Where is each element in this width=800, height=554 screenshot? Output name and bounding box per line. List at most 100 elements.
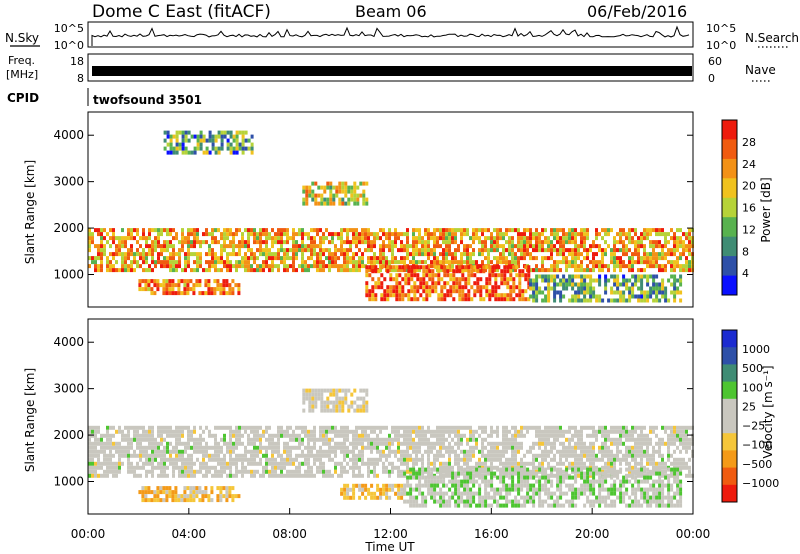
power-colorbar-tick: 8 [742,245,749,258]
colorbar-swatch [722,433,737,451]
time-tick-label: 16:00 [474,527,509,541]
velocity-colorbar-tick: −100 [742,439,772,452]
nsky-panel: N.Sky 10^5 10^0 10^5 10^0 N.Search [5,21,799,52]
colorbar-swatch [722,256,737,276]
echo-region [403,467,683,508]
colorbar-swatch [722,467,737,486]
nsky-frame [87,21,694,48]
colorbar-swatch [722,197,737,218]
echo-region [138,486,241,503]
freq-panel: Freq. [MHz] 18 8 60 0 Nave [6,53,776,85]
range-tick-label: 4000 [53,128,84,142]
velocity-colorbar: 1000 500 100 25 −25 −100 −500 −1000 [721,329,779,503]
velocity-data-layer [88,388,694,508]
freq-label: Freq. [8,54,35,67]
power-colorbar-label: Power [dB] [759,177,773,242]
nsky-trace [91,25,690,46]
colorbar-swatch [722,236,737,257]
echo-region [340,483,407,500]
power-colorbar-tick: 12 [742,223,756,236]
echo-region [163,130,254,155]
time-tick-label: 20:00 [575,527,610,541]
beam-label: Beam 06 [355,2,427,21]
freq-unit: [MHz] [6,68,38,81]
range-tick-label: 1000 [53,475,84,489]
velocity-colorbar-tick: −25 [742,420,765,433]
echo-region [88,425,694,478]
colorbar-swatch [722,178,737,199]
colorbar-swatch [722,484,737,503]
range-tick-label: 4000 [53,335,84,349]
colorbar-swatch [722,275,737,296]
power-frame [87,111,694,308]
time-axis-label: Time UT [364,540,415,554]
velocity-panel: 1000 2000 3000 4000 Slant Range [km] 1000 50… [23,318,779,515]
power-data-layer [88,130,694,303]
colorbar-swatch [722,120,737,140]
freq-left-tick-bottom: 8 [77,72,84,85]
range-tick-label: 3000 [53,175,84,189]
colorbar-swatch [722,364,737,383]
echo-region [529,274,683,303]
power-colorbar: 4 8 12 16 20 24 28 [721,119,756,296]
freq-left-tick-top: 18 [70,55,84,68]
velocity-colorbar-tick: −1000 [742,477,779,490]
time-tick-label: 04:00 [172,527,207,541]
freq-frame [87,53,694,82]
velocity-colorbar-tick: 100 [742,381,763,394]
colorbar-frame [721,119,738,296]
nsky-right-tick-top: 10^5 [706,22,736,35]
cpid-label: CPID [7,91,39,105]
power-colorbar-tick: 4 [742,267,749,280]
freq-right-tick-top: 60 [708,55,722,68]
power-panel: 1000 2000 3000 4000 Slant Range [km] 4 8 12 16… [23,111,773,308]
time-tick-label: 00:00 [676,527,711,541]
nsearch-label: N.Search [745,31,799,45]
velocity-colorbar-tick: 500 [742,362,763,375]
velocity-colorbar-label: Velocity [m s⁻¹] [761,365,775,458]
velocity-y-axis: 1000 2000 3000 4000 [53,335,693,489]
velocity-colorbar-tick: 25 [742,400,756,413]
power-colorbar-tick: 16 [742,202,756,215]
power-colorbar-tick: 24 [742,158,756,171]
range-tick-label: 1000 [53,268,84,282]
colorbar-swatch [722,416,737,434]
colorbar-frame [721,329,738,503]
date-label: 06/Feb/2016 [587,2,687,21]
velocity-colorbar-tick: −500 [742,458,772,471]
nave-label: Nave [745,63,776,77]
time-tick-label: 08:00 [272,527,307,541]
colorbar-swatch [722,139,737,160]
cpid-value: twofsound 3501 [93,93,202,107]
colorbar-swatch [722,347,737,365]
freq-right-tick-bottom: 0 [708,72,715,85]
range-tick-label: 2000 [53,221,84,235]
colorbar-swatch [722,450,737,469]
time-tick-label: 12:00 [373,527,408,541]
power-colorbar-tick: 20 [742,180,756,193]
range-tick-label: 2000 [53,428,84,442]
echo-region [138,279,241,296]
colorbar-swatch [722,217,737,238]
figure-title: Dome C East (fitACF) [92,2,271,22]
power-y-axis: 1000 2000 3000 4000 [53,128,693,282]
colorbar-swatch [722,158,737,179]
velocity-y-axis-label: Slant Range [km] [23,368,37,472]
nsky-label: N.Sky [5,31,39,45]
nsky-right-tick-bottom: 10^0 [706,39,736,52]
colorbar-swatch [722,398,737,417]
echo-region [302,388,369,413]
time-tick-label: 00:00 [71,527,106,541]
time-axis: 00:00 04:00 08:00 12:00 16:00 20:00 00:00 [71,508,711,541]
colorbar-swatch [722,381,737,400]
nsky-left-tick-bottom: 10^0 [54,39,84,52]
power-y-axis-label: Slant Range [km] [23,160,37,264]
freq-trace [92,66,692,76]
velocity-colorbar-tick: 1000 [742,343,770,356]
nsky-line [91,25,690,46]
nsky-left-tick-top: 10^5 [54,22,84,35]
echo-region [302,181,369,206]
echo-region [365,265,531,302]
power-colorbar-tick: 28 [742,136,756,149]
